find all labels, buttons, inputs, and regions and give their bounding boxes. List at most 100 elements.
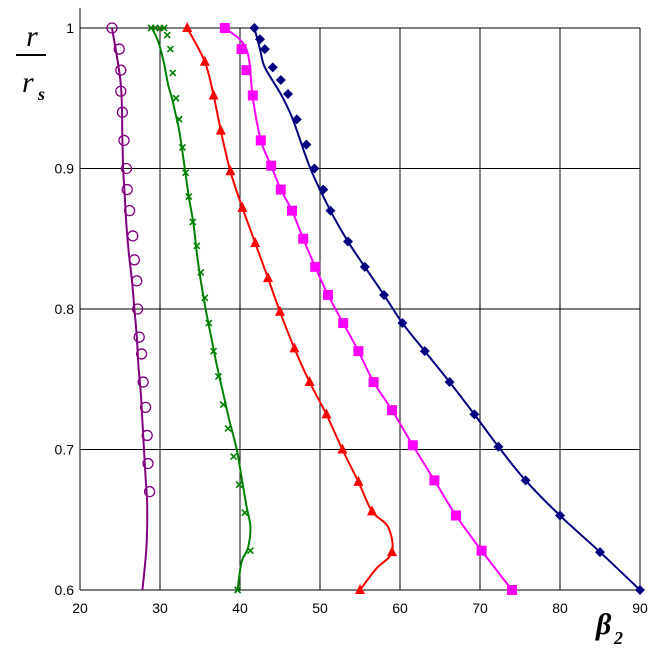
series-2-point xyxy=(210,347,218,355)
y-tick-label: 0.7 xyxy=(55,442,75,458)
series-5-point xyxy=(255,34,265,45)
series-2-point xyxy=(197,268,205,277)
series-3-point xyxy=(250,236,261,247)
series-2-point xyxy=(166,45,174,53)
series-2-point xyxy=(163,31,171,39)
series-1-point xyxy=(121,183,133,196)
series-4-point xyxy=(266,160,277,171)
series-2-point xyxy=(172,94,180,102)
series-5-point xyxy=(343,236,353,247)
series-4-point xyxy=(287,205,297,216)
x-tick-label: 70 xyxy=(472,600,488,616)
series-5-point xyxy=(259,44,270,55)
series-5-point xyxy=(267,62,278,73)
series-5-point xyxy=(379,289,389,300)
series-5-point xyxy=(309,163,320,174)
series-5-point xyxy=(635,585,645,595)
series-1-point xyxy=(127,230,139,242)
series-4-point xyxy=(338,318,349,329)
series-1-point xyxy=(115,85,127,97)
series-2-point xyxy=(234,586,242,594)
series-3-point xyxy=(182,22,193,32)
y-label-denominator: r xyxy=(22,66,34,99)
series-4-point xyxy=(247,90,258,101)
series-1-point xyxy=(139,401,152,414)
series-3-point xyxy=(387,546,397,557)
series-3-point xyxy=(337,443,348,454)
series-1-point xyxy=(131,303,144,315)
series-4-point xyxy=(507,585,517,595)
series-1-point xyxy=(118,134,130,147)
x-label-sub: 2 xyxy=(613,628,623,648)
series-3-point xyxy=(208,89,219,100)
series-2-point xyxy=(224,424,232,432)
x-tick-label: 20 xyxy=(72,600,88,616)
series-5-point xyxy=(397,318,408,329)
series-4-point xyxy=(387,405,397,416)
series-1-point xyxy=(133,331,145,343)
x-tick-label: 90 xyxy=(632,600,648,616)
x-tick-label: 80 xyxy=(552,600,568,616)
series-4-point xyxy=(310,261,321,272)
grid xyxy=(79,8,641,591)
series-1-point xyxy=(116,106,129,118)
series-1-point xyxy=(115,64,127,76)
series-2-point xyxy=(147,24,155,32)
y-tick-label: 0.8 xyxy=(55,301,75,317)
y-label-numerator: r xyxy=(26,20,38,53)
series-3-point xyxy=(225,165,236,176)
y-label-denominator-group: r xyxy=(22,66,34,99)
series-4-point xyxy=(236,44,247,55)
series-4-point xyxy=(368,377,379,388)
series-1-point xyxy=(142,457,154,470)
series-3-point xyxy=(353,475,364,486)
series-2-point xyxy=(178,143,186,151)
series-5-point xyxy=(493,441,504,452)
series-2-point xyxy=(214,372,222,381)
series-2-point xyxy=(235,481,243,489)
series-5-point xyxy=(291,114,302,125)
series-2-point xyxy=(205,319,213,327)
series-5-point xyxy=(595,547,605,558)
series-3-point xyxy=(367,505,377,516)
series-3-point xyxy=(289,342,300,353)
series-3-point xyxy=(263,272,273,283)
series-3-point xyxy=(199,55,210,66)
tick-labels: 20 30 40 50 60 70 80 90 0.6 0.7 0.8 0.9 1 xyxy=(55,20,648,616)
series-2-point xyxy=(175,115,183,123)
series-4-point xyxy=(407,440,418,451)
series-5-point xyxy=(555,510,565,521)
x-axis-label: β 2 xyxy=(595,608,623,648)
y-tick-label: 0.6 xyxy=(55,582,75,598)
series-1-point xyxy=(131,275,143,287)
series-5-point xyxy=(444,377,455,388)
series-4-point xyxy=(241,65,252,76)
series-3-point xyxy=(304,376,315,387)
series-4-point xyxy=(323,289,333,300)
series-4-point xyxy=(298,233,309,244)
x-tick-label: 60 xyxy=(392,600,408,616)
series-5-point xyxy=(318,184,329,195)
y-tick-label: 0.9 xyxy=(55,161,75,177)
series-2-point xyxy=(241,509,249,517)
series-1-point xyxy=(128,254,141,266)
series-4-point xyxy=(219,23,230,33)
series-4-point xyxy=(255,135,266,146)
series-markers xyxy=(106,22,645,595)
series-2-point xyxy=(185,193,193,201)
y-tick-label: 1 xyxy=(66,20,74,36)
series-5-point xyxy=(249,23,260,33)
series-5-point xyxy=(419,346,430,357)
x-tick-label: 50 xyxy=(312,600,328,616)
series-5-point xyxy=(283,89,293,100)
series-2-point xyxy=(189,218,197,226)
series-3-point xyxy=(237,201,248,212)
series-1-point xyxy=(123,204,136,217)
series-2-line xyxy=(151,27,252,591)
y-label-denominator-sub: s xyxy=(37,84,45,104)
x-tick-label: 40 xyxy=(232,600,248,616)
series-5-point xyxy=(301,139,312,150)
series-2-point xyxy=(201,294,209,302)
series-2-point xyxy=(246,547,254,555)
